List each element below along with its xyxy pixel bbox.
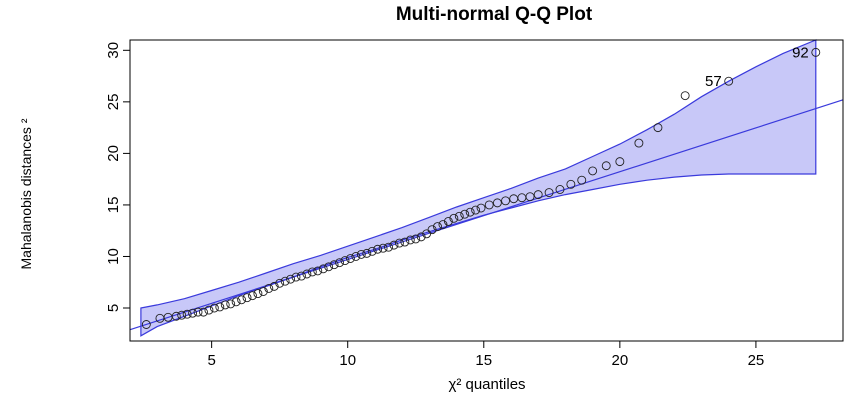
data-point (275, 278, 285, 288)
x-tick-label: 25 (748, 352, 765, 369)
data-point (653, 123, 663, 133)
data-points (141, 47, 821, 329)
x-axis-title: χ² quantiles (448, 376, 525, 393)
data-point (566, 179, 576, 189)
data-point (577, 175, 587, 185)
data-point (237, 295, 247, 305)
data-point (351, 252, 361, 261)
data-point (555, 185, 565, 194)
point-labels: 57 92 (705, 44, 809, 90)
x-tick-label: 5 (207, 352, 215, 369)
data-point (416, 232, 426, 242)
data-point (411, 234, 421, 244)
data-point (427, 225, 437, 235)
point-label: 57 (705, 73, 722, 90)
data-point (215, 302, 225, 312)
data-point (177, 310, 187, 320)
confidence-band (140, 39, 817, 337)
chart-title: Multi-normal Q-Q Plot (396, 4, 593, 25)
x-tick-label: 20 (612, 352, 629, 369)
data-point (433, 222, 442, 232)
data-point (242, 293, 252, 303)
y-tick-label: 25 (105, 94, 122, 111)
data-point (220, 300, 230, 310)
data-point (438, 220, 448, 229)
data-point (443, 216, 453, 226)
data-point (204, 305, 214, 315)
data-point (345, 254, 355, 263)
data-point (141, 320, 151, 329)
data-point (340, 256, 350, 266)
data-point (525, 192, 535, 202)
data-point (460, 209, 470, 219)
data-point (454, 211, 464, 221)
data-point (193, 307, 203, 317)
y-axis: 5 10 15 20 25 30 (105, 42, 130, 312)
data-point (318, 264, 328, 274)
data-point (680, 91, 690, 101)
y-tick-label: 30 (105, 42, 122, 59)
data-point (362, 248, 372, 258)
data-point (171, 311, 181, 321)
data-point (209, 303, 219, 313)
data-point (335, 258, 344, 268)
data-point (356, 249, 366, 259)
data-point (182, 309, 192, 319)
data-point (313, 266, 323, 276)
data-point (724, 76, 734, 86)
data-point (286, 274, 296, 284)
data-point (324, 262, 334, 272)
data-point (296, 271, 306, 281)
data-point (601, 161, 611, 171)
data-point (231, 297, 241, 307)
reference-line (129, 99, 844, 331)
x-tick-label: 10 (339, 352, 356, 369)
plot-area: 57 92 (129, 39, 844, 337)
data-point (226, 299, 236, 309)
data-point (389, 240, 399, 250)
data-point (465, 207, 475, 217)
data-point (253, 289, 263, 299)
data-point (307, 267, 317, 277)
x-axis: 5 10 15 20 25 (207, 341, 764, 369)
data-point (269, 281, 279, 291)
data-point (615, 157, 625, 167)
data-point (258, 287, 268, 296)
data-point (329, 260, 339, 270)
data-point (280, 276, 290, 286)
data-point (384, 242, 393, 252)
data-point (264, 283, 274, 293)
data-point (291, 272, 301, 282)
y-tick-label: 15 (105, 197, 122, 214)
y-tick-label: 20 (105, 145, 122, 162)
data-point (449, 213, 459, 223)
y-tick-label: 5 (105, 304, 122, 312)
data-point (533, 190, 543, 200)
data-point (544, 188, 554, 198)
data-point (501, 196, 510, 206)
data-point (492, 198, 502, 208)
data-point (199, 307, 208, 317)
data-point (400, 237, 410, 247)
data-point (471, 205, 481, 215)
data-point (248, 291, 257, 301)
data-point (476, 203, 486, 213)
x-tick-label: 15 (475, 352, 492, 369)
data-point (188, 308, 198, 318)
data-point (394, 238, 404, 248)
data-point (302, 269, 312, 279)
data-point (378, 243, 388, 253)
data-point (367, 246, 377, 256)
data-point (811, 47, 821, 57)
data-point (484, 200, 494, 210)
y-axis-title: Mahalanobis distances ² (18, 118, 34, 269)
data-point (373, 244, 383, 254)
y-tick-label: 10 (105, 248, 122, 265)
data-point (588, 166, 598, 176)
data-point (634, 138, 644, 148)
point-label: 92 (792, 44, 809, 61)
plot-frame (129, 39, 844, 342)
data-point (405, 235, 415, 245)
